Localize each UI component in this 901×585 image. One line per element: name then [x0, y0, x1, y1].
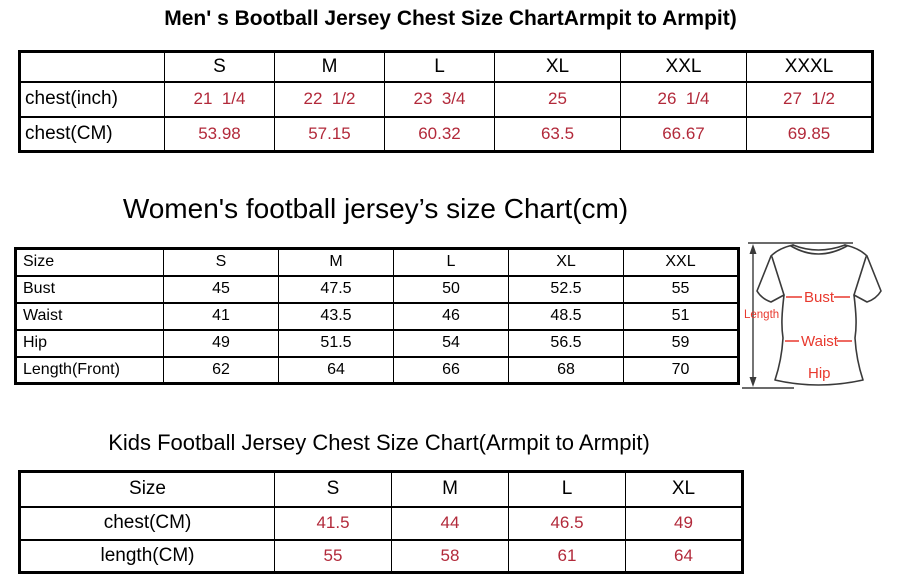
size-value: 48.5 [508, 301, 624, 331]
column-header: S [274, 470, 392, 508]
column-header: XXL [623, 247, 739, 277]
size-value: 56.5 [508, 328, 624, 358]
table-row: length(CM) 55 58 61 64 [19, 538, 743, 574]
column-header: Size [15, 247, 164, 277]
header-row: S M L XL XXL XXXL [19, 50, 873, 83]
size-value: 25 [494, 80, 621, 118]
men-size-table: S M L XL XXL XXXL chest(inch) 21 1/4 22 1/2 23 3/… [18, 50, 874, 153]
size-value: 52.5 [508, 274, 624, 304]
size-value: 26 1/4 [620, 80, 747, 118]
column-header [19, 50, 165, 83]
size-value: 61 [508, 538, 626, 574]
women-size-table: Size S M L XL XXL Bust 45 47.5 50 52.5 55 Waist 41 43.… [14, 247, 740, 385]
right-sleeve-seam [853, 256, 867, 296]
waist-label: Waist [801, 333, 839, 350]
row-label: Waist [15, 301, 164, 331]
shirt-measurement-diagram: Bust Waist Hip Length [742, 237, 901, 395]
length-arrowhead-down-icon [749, 377, 757, 387]
size-value: 60.32 [384, 115, 495, 153]
column-header: M [274, 50, 385, 83]
column-header: M [278, 247, 394, 277]
size-value: 63.5 [494, 115, 621, 153]
size-value: 41 [163, 301, 279, 331]
table-row: chest(CM) 53.98 57.15 60.32 63.5 66.67 69.85 [19, 115, 873, 153]
row-label: Hip [15, 328, 164, 358]
table-row: Length(Front) 62 64 66 68 70 [15, 355, 739, 385]
row-label: chest(inch) [19, 80, 165, 118]
size-value: 59 [623, 328, 739, 358]
bust-label: Bust [804, 289, 835, 306]
table-row: chest(inch) 21 1/4 22 1/2 23 3/4 25 26 1/4 27 … [19, 80, 873, 118]
table-row: Hip 49 51.5 54 56.5 59 [15, 328, 739, 358]
row-label: Length(Front) [15, 355, 164, 385]
kids-chart-title: Kids Football Jersey Chest Size Chart(Ar… [108, 430, 650, 455]
size-value: 51 [623, 301, 739, 331]
row-label: chest(CM) [19, 115, 165, 153]
size-value: 49 [163, 328, 279, 358]
column-header: Size [19, 470, 275, 508]
table-row: chest(CM) 41.5 44 46.5 49 [19, 505, 743, 541]
row-label: Bust [15, 274, 164, 304]
size-value: 66.67 [620, 115, 747, 153]
size-value: 43.5 [278, 301, 394, 331]
row-label: length(CM) [19, 538, 275, 574]
header-row: Size S M L XL XXL [15, 247, 739, 277]
column-header: L [384, 50, 495, 83]
size-value: 22 1/2 [274, 80, 385, 118]
column-header: XXL [620, 50, 747, 83]
size-value: 46.5 [508, 505, 626, 541]
hip-label: Hip [808, 365, 831, 382]
size-value: 47.5 [278, 274, 394, 304]
column-header: XL [625, 470, 743, 508]
size-value: 49 [625, 505, 743, 541]
left-sleeve-seam [771, 256, 785, 296]
women-chart-title: Women's football jersey’s size Chart(cm) [122, 193, 629, 224]
size-value: 54 [393, 328, 509, 358]
size-value: 50 [393, 274, 509, 304]
size-value: 55 [274, 538, 392, 574]
size-value: 64 [278, 355, 394, 385]
size-value: 62 [163, 355, 279, 385]
size-value: 21 1/4 [164, 80, 275, 118]
header-row: Size S M L XL [19, 470, 743, 508]
size-value: 68 [508, 355, 624, 385]
size-value: 27 1/2 [746, 80, 873, 118]
column-header: XL [508, 247, 624, 277]
size-value: 64 [625, 538, 743, 574]
size-value: 66 [393, 355, 509, 385]
tshirt-outline [756, 244, 882, 386]
column-header: L [393, 247, 509, 277]
column-header: M [391, 470, 509, 508]
length-label: Length [744, 309, 779, 321]
kids-size-table: Size S M L XL chest(CM) 41.5 44 46.5 49 length(CM)… [18, 470, 744, 574]
size-value: 46 [393, 301, 509, 331]
column-header: S [163, 247, 279, 277]
length-arrowhead-up-icon [749, 244, 757, 254]
size-value: 45 [163, 274, 279, 304]
size-value: 23 3/4 [384, 80, 495, 118]
size-value: 69.85 [746, 115, 873, 153]
table-row: Waist 41 43.5 46 48.5 51 [15, 301, 739, 331]
size-value: 53.98 [164, 115, 275, 153]
column-header: XXXL [746, 50, 873, 83]
collar-inner-arc [790, 245, 848, 255]
men-chart-title: Men' s Bootball Jersey Chest Size ChartA… [164, 7, 737, 30]
size-value: 55 [623, 274, 739, 304]
column-header: XL [494, 50, 621, 83]
collar-outer-arc [792, 244, 846, 251]
column-header: L [508, 470, 626, 508]
size-value: 58 [391, 538, 509, 574]
size-value: 70 [623, 355, 739, 385]
size-value: 57.15 [274, 115, 385, 153]
tshirt-diagram-graphic: Bust Waist Hip Length [742, 242, 882, 389]
row-label: chest(CM) [19, 505, 275, 541]
column-header: S [164, 50, 275, 83]
size-value: 51.5 [278, 328, 394, 358]
table-row: Bust 45 47.5 50 52.5 55 [15, 274, 739, 304]
size-value: 41.5 [274, 505, 392, 541]
size-value: 44 [391, 505, 509, 541]
